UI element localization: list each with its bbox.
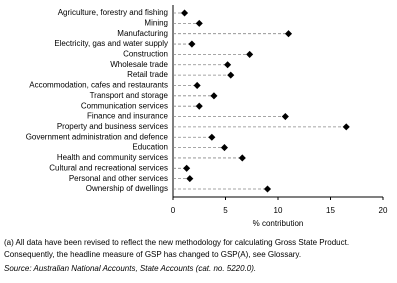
x-tick-label: 15 (326, 206, 335, 215)
dot (227, 71, 235, 79)
y-tick-label: Ownership of dwellings (86, 184, 168, 193)
dot (238, 154, 246, 162)
dot (208, 133, 216, 141)
y-tick-label: Education (132, 143, 168, 152)
dot (342, 123, 350, 131)
dot (224, 61, 232, 69)
dot (195, 102, 203, 110)
y-tick-label: Property and business services (57, 122, 168, 131)
dot (195, 19, 203, 27)
y-tick-label: Finance and insurance (87, 112, 168, 121)
y-tick-label: Electricity, gas and water supply (54, 39, 168, 48)
footnote: (a) All data have been revised to reflec… (4, 238, 349, 247)
x-axis-label: % contribution (253, 219, 304, 228)
dot (246, 50, 254, 58)
y-tick-label: Government administration and defence (26, 132, 169, 141)
y-tick-label: Agriculture, forestry and fishing (58, 8, 168, 17)
x-tick-label: 5 (223, 206, 228, 215)
x-tick-label: 0 (171, 206, 176, 215)
y-tick-label: Wholesale trade (110, 60, 168, 69)
source-note: Source: Australian National Accounts, St… (4, 264, 256, 273)
y-tick-label: Cultural and recreational services (49, 163, 168, 172)
dot (263, 185, 272, 193)
y-tick-label: Health and community services (57, 153, 168, 162)
x-tick-label: 20 (379, 206, 388, 215)
dot (183, 164, 191, 172)
dot (188, 40, 196, 48)
y-tick-label: Communication services (81, 101, 168, 110)
y-tick-label: Transport and storage (90, 91, 169, 100)
y-tick-label: Mining (144, 18, 168, 27)
y-tick-label: Construction (123, 50, 168, 59)
dot (181, 9, 189, 17)
y-tick-label: Manufacturing (117, 29, 168, 38)
y-tick-label: Personal and other services (69, 174, 168, 183)
dot (210, 92, 218, 100)
dot (220, 144, 228, 152)
dot (284, 30, 293, 38)
y-tick-label: Retail trade (127, 70, 168, 79)
dot (186, 175, 194, 183)
y-tick-label: Accommodation, cafes and restaurants (29, 81, 168, 90)
dot (193, 81, 201, 90)
x-tick-label: 10 (274, 206, 283, 215)
footnote: Consequently, the headline measure of GS… (4, 250, 301, 259)
dot (281, 112, 289, 121)
